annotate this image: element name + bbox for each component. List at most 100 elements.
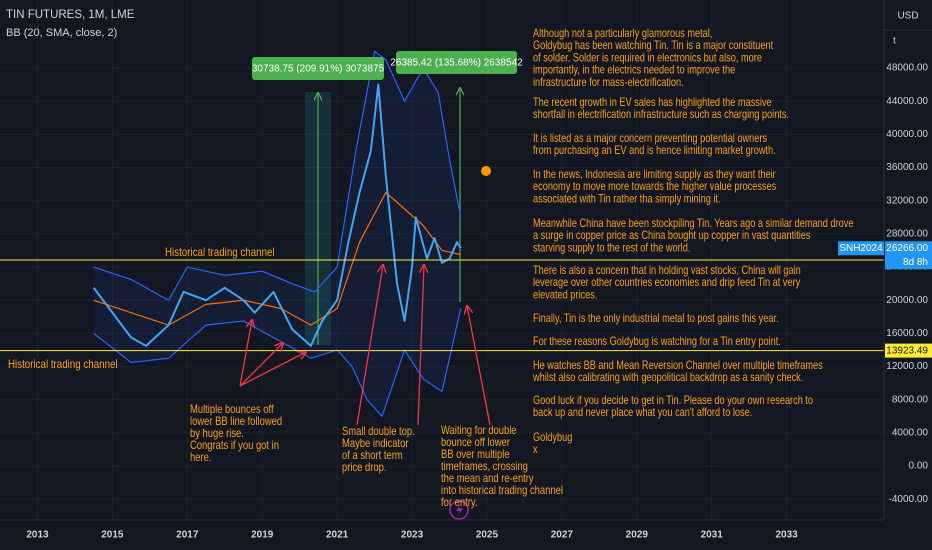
event-bolt bbox=[456, 503, 463, 517]
x-tick-label: 2029 bbox=[626, 530, 649, 541]
indicator-legend[interactable]: BB (20, SMA, close, 2) bbox=[6, 27, 117, 39]
note-line: elevated prices. bbox=[533, 290, 597, 302]
y-tick-label: 4000.00 bbox=[892, 428, 929, 439]
note-line: x bbox=[533, 444, 538, 456]
countdown: 8d 8h bbox=[903, 257, 928, 268]
arrow bbox=[239, 352, 306, 387]
series-line bbox=[93, 308, 462, 417]
chart-title: TIN FUTURES, 1M, LME bbox=[6, 9, 135, 21]
note-line: of solder. Solder is required in electro… bbox=[533, 53, 762, 65]
note-line: It is listed as a major concern preventi… bbox=[533, 133, 767, 145]
note-line: bounce off lower bbox=[441, 436, 510, 449]
series-line bbox=[92, 83, 462, 347]
y-tick-label: 40000.00 bbox=[886, 129, 928, 140]
x-tick-label: 2013 bbox=[26, 530, 49, 541]
currency[interactable]: USD bbox=[897, 11, 918, 22]
x-tick-label: 2017 bbox=[176, 530, 199, 541]
note-line: Goldybug bbox=[533, 432, 573, 444]
y-tick-label: 32000.00 bbox=[886, 195, 928, 206]
note-line: BB over multiple bbox=[441, 448, 510, 461]
note-line: into historical trading channel bbox=[441, 484, 563, 497]
unit[interactable]: t bbox=[893, 36, 896, 47]
symbol-label: SNH2024 bbox=[839, 243, 883, 254]
y-tick-label: 44000.00 bbox=[886, 96, 928, 107]
note-line: whilst also calibrating with geopolitica… bbox=[532, 372, 803, 384]
bug-icon bbox=[481, 166, 491, 176]
note-line: lower BB line followed bbox=[190, 415, 282, 428]
y-tick-label: 36000.00 bbox=[886, 162, 928, 173]
note-line: Meanwhile China have been stockpiling Ti… bbox=[533, 218, 854, 230]
arrow bbox=[239, 343, 283, 387]
note-line: a surge in copper price as China bought … bbox=[533, 230, 811, 242]
arrow bbox=[467, 306, 491, 426]
note-line: Finally, Tin is the only industrial meta… bbox=[533, 313, 779, 325]
y-tick-label: 16000.00 bbox=[886, 328, 928, 339]
note-line: starving supply to the rest of the world… bbox=[533, 243, 690, 255]
y-tick-label: -4000.00 bbox=[889, 494, 929, 505]
note-line: In the news, Indonesia are limiting supp… bbox=[533, 169, 776, 181]
icons bbox=[449, 166, 491, 520]
note-block: Although not a particularly glamorous me… bbox=[532, 28, 853, 456]
symbol-tag bbox=[838, 241, 884, 256]
note-block: Historical trading channel bbox=[165, 246, 275, 259]
note-line: For these reasons Goldybug is watching f… bbox=[533, 336, 781, 348]
measure-box bbox=[252, 57, 384, 80]
arrow bbox=[356, 265, 383, 426]
note-line: for entry. bbox=[441, 496, 477, 509]
note-line: Congrats if you got in bbox=[190, 439, 279, 452]
y-tick-label: 28000.00 bbox=[886, 229, 928, 240]
note-line: Maybe indicator bbox=[342, 437, 409, 450]
y-tick-label: 20000.00 bbox=[886, 295, 928, 306]
note-line: the mean and re-entry bbox=[441, 472, 534, 485]
price-tag bbox=[885, 241, 932, 270]
x-tick-label: 2025 bbox=[476, 530, 499, 541]
note-line: economy to move more towards the higher … bbox=[533, 181, 776, 193]
x-tick-label: 2019 bbox=[251, 530, 274, 541]
note-line: The recent growth in EV sales has highli… bbox=[533, 97, 772, 109]
note-line: Multiple bounces off bbox=[190, 403, 274, 416]
note-line: of a short term bbox=[342, 449, 403, 462]
x-tick-label: 2031 bbox=[701, 530, 724, 541]
y-tick-label: 48000.00 bbox=[886, 63, 928, 74]
measure-box bbox=[396, 51, 517, 74]
x-tick-label: 2015 bbox=[101, 530, 124, 541]
arrow bbox=[239, 320, 252, 387]
x-tick-label: 2027 bbox=[551, 530, 574, 541]
x-tick-label: 2021 bbox=[326, 530, 349, 541]
note-block: Historical trading channel bbox=[8, 358, 118, 371]
note-line: Although not a particularly glamorous me… bbox=[533, 28, 712, 40]
note-line: importantly, in the electrics needed to … bbox=[533, 65, 735, 77]
note-line: from purchasing an EV and is hence limit… bbox=[533, 145, 776, 157]
series-line bbox=[93, 50, 462, 301]
note-line: associated with Tin rather tha simply mi… bbox=[533, 194, 721, 206]
y-tick-label: 12000.00 bbox=[886, 361, 928, 372]
channel-label: Historical trading channel bbox=[165, 246, 275, 259]
note-line: timeframes, crossing bbox=[441, 460, 528, 473]
y-tick-label: 0.00 bbox=[909, 461, 929, 472]
channel-label: Historical trading channel bbox=[8, 358, 118, 371]
measure-label: 30738.75 (209.91%) 3073875 bbox=[252, 64, 385, 75]
note-line: Goldybug has been watching Tin. Tin is a… bbox=[533, 40, 773, 52]
note-line: There is also a concern that in holding … bbox=[533, 265, 801, 277]
event-icon[interactable] bbox=[449, 500, 469, 520]
note-line: He watches BB and Mean Reversion Channel… bbox=[533, 360, 823, 372]
note-line: Waiting for double bbox=[441, 424, 517, 437]
note-line: price drop. bbox=[342, 461, 386, 474]
arrow bbox=[417, 265, 424, 426]
note-line: Good luck if you decide to get in Tin. P… bbox=[533, 395, 813, 407]
bb-fill bbox=[93, 51, 461, 417]
measure-label: 26385.42 (135.68%) 2638542 bbox=[390, 58, 523, 69]
y-tick-label: 8000.00 bbox=[892, 394, 929, 405]
note-line: leverage over other countries economies … bbox=[533, 277, 801, 289]
note-line: here. bbox=[190, 451, 211, 464]
note-line: infrastructure for mass-electrification. bbox=[533, 77, 684, 89]
price-axis bbox=[884, 0, 932, 550]
arrows bbox=[239, 265, 491, 426]
price-label: 26266.00 bbox=[886, 243, 928, 254]
note-line: back up and never place what you can't a… bbox=[533, 407, 752, 419]
